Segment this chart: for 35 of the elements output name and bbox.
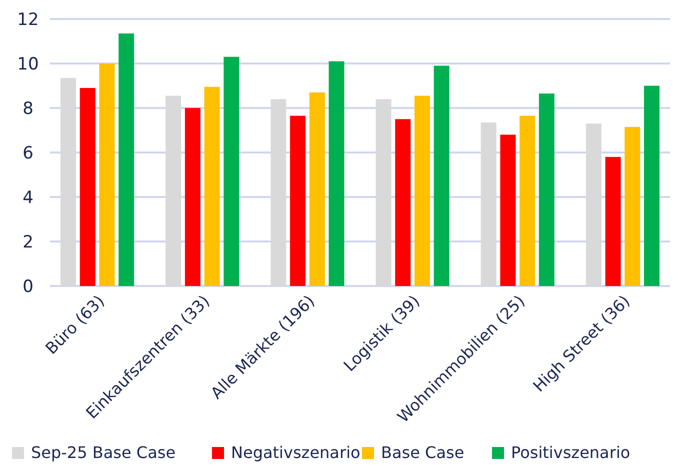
bar [586, 124, 602, 286]
bar [605, 156, 621, 286]
y-tick-label: 10 [17, 54, 39, 74]
bar [434, 66, 450, 286]
y-tick-label: 12 [17, 10, 39, 30]
bar [500, 134, 516, 286]
bar [480, 122, 496, 286]
legend-label: Negativszenario [231, 443, 360, 462]
bar [414, 96, 430, 286]
bar [309, 92, 325, 286]
bar [270, 99, 286, 286]
y-tick-label: 2 [22, 232, 34, 252]
y-tick-label: 0 [22, 276, 34, 297]
bar [166, 96, 182, 286]
bar [538, 94, 554, 286]
bar [644, 86, 660, 286]
legend-label: Positivszenario [511, 443, 630, 462]
bar [99, 64, 115, 286]
bar [204, 86, 220, 286]
bar [395, 119, 411, 286]
y-tick-label: 8 [22, 98, 34, 119]
bar [290, 116, 306, 286]
bar [80, 88, 96, 286]
bar [376, 99, 392, 286]
bar [520, 116, 536, 286]
y-tick-label: 6 [22, 143, 34, 164]
legend-label: Base Case [381, 443, 464, 462]
bar [328, 61, 344, 286]
legend-label: Sep-25 Base Case [31, 443, 176, 462]
bar [624, 126, 640, 286]
bar [118, 33, 134, 286]
bar [60, 78, 76, 286]
bar [184, 108, 200, 286]
y-tick-label: 4 [22, 188, 34, 208]
bar [224, 56, 240, 286]
